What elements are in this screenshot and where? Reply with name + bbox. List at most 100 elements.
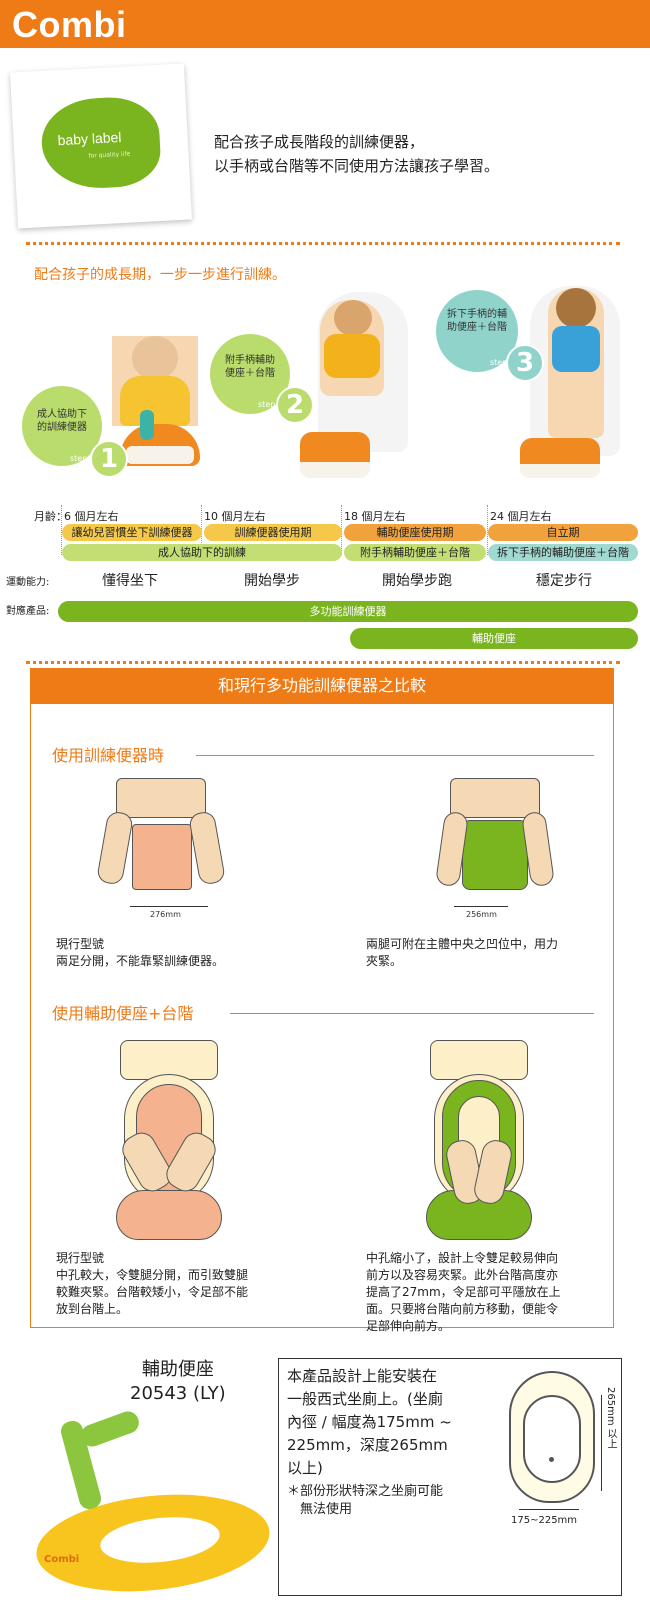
age-18-months: 18 個月左右 bbox=[344, 510, 406, 523]
step-stool-image-2 bbox=[300, 432, 370, 478]
sec1-left-line: 現行型號 bbox=[56, 937, 105, 951]
step-3-word: step bbox=[490, 358, 508, 367]
sec2-left-text: 現行型號 中孔較大，令雙腿分開，而引致雙腿 較難夾緊。台階較矮小，令足部不能 放… bbox=[56, 1250, 248, 1318]
child-illustration-1 bbox=[112, 336, 198, 426]
sec2-right-line: 提高了27mm，令足部可平隱放在上 bbox=[366, 1285, 561, 1299]
age-24-months: 24 個月左右 bbox=[490, 510, 552, 523]
new-potty-illustration bbox=[434, 778, 556, 890]
step-3-label: 拆下手柄的輔助便座＋台階 bbox=[447, 309, 507, 333]
training-bar-without-handle: 拆下手柄的輔助便座＋台階 bbox=[488, 544, 638, 561]
section-rule bbox=[230, 1013, 594, 1014]
child-illustration-2 bbox=[320, 300, 384, 396]
training-bar-with-handle: 附手柄輔助便座＋台階 bbox=[344, 544, 486, 561]
sec2-left-line: 現行型號 bbox=[56, 1251, 105, 1265]
diagram-dot bbox=[549, 1457, 554, 1462]
sec2-left-line: 放到台階上。 bbox=[56, 1302, 129, 1316]
dimension-line bbox=[130, 906, 208, 907]
product-brand-mark: Combi bbox=[44, 1554, 80, 1565]
dotted-divider bbox=[26, 242, 620, 245]
combi-logo[interactable]: Combi bbox=[12, 4, 127, 45]
comparison-title: 和現行多功能訓練便器之比較 bbox=[30, 668, 614, 704]
dimension-line bbox=[454, 906, 508, 907]
baby-label-card: baby label for quality life bbox=[10, 63, 192, 229]
section-title-potty: 使用訓練便器時 bbox=[52, 746, 165, 765]
depth-label: 265mm 以上 bbox=[605, 1387, 616, 1449]
training-potty-image bbox=[120, 410, 200, 466]
sec2-right-line: 面。只要將台階向前方移動，便能令 bbox=[366, 1302, 559, 1316]
step-2-label: 附手柄輔助便座＋台階 bbox=[225, 355, 275, 379]
intro-text: 配合孩子成長階段的訓練便器， 以手柄或台階等不同使用方法讓孩子學習。 bbox=[214, 130, 499, 178]
current-potty-illustration bbox=[95, 778, 227, 890]
sec2-right-line: 前方以及容易夾緊。此外台階高度亦 bbox=[366, 1268, 559, 1282]
compatibility-box: 本產品設計上能安裝在 一般西式坐廁上。(坐廁 內徑 / 幅度為175mm ~ 2… bbox=[278, 1358, 622, 1596]
sec1-right-text: 兩腿可附在主體中央之凹位中，用力 夾緊。 bbox=[366, 936, 558, 970]
timeline-tick bbox=[487, 505, 488, 555]
product-name: 輔助便座 bbox=[141, 1359, 214, 1380]
dimension-256: 256mm bbox=[466, 910, 497, 919]
sec2-left-line: 較難夾緊。台階較矮小，令足部不能 bbox=[56, 1285, 249, 1299]
note-line: 無法使用 bbox=[287, 1502, 353, 1517]
baby-label-logo: baby label for quality life bbox=[39, 94, 163, 192]
width-line bbox=[519, 1509, 579, 1510]
age-10-months: 10 個月左右 bbox=[204, 510, 266, 523]
step-stool-image-3 bbox=[520, 438, 600, 478]
sec2-right-text: 中孔縮小了，設計上令雙足較易伸向 前方以及容易夾緊。此外台階高度亦 提高了27m… bbox=[366, 1250, 561, 1335]
new-seat-illustration bbox=[424, 1040, 534, 1240]
sec1-right-line: 夾緊。 bbox=[366, 954, 403, 968]
compatibility-text: 本產品設計上能安裝在 一般西式坐廁上。(坐廁 內徑 / 幅度為175mm ~ 2… bbox=[287, 1365, 487, 1480]
sec1-left-text: 現行型號 兩足分開，不能靠緊訓練便器。 bbox=[56, 936, 224, 970]
step-1-word: step bbox=[70, 454, 88, 463]
width-label: 175~225mm bbox=[511, 1515, 578, 1526]
sec2-left-line: 中孔較大，令雙腿分開，而引致雙腿 bbox=[56, 1268, 249, 1282]
motor-title: 運動能力: bbox=[6, 577, 50, 588]
step-3-number: 3 bbox=[506, 344, 544, 382]
note-line: ＊部份形狀特深之坐廁可能 bbox=[287, 1484, 444, 1499]
period-bar-habituate: 讓幼兒習慣坐下訓練便器 bbox=[62, 524, 202, 541]
sec1-left-line: 兩足分開，不能靠緊訓練便器。 bbox=[56, 954, 225, 968]
section-title-seat: 使用輔助便座+台階 bbox=[52, 1004, 194, 1023]
compat-line: 內徑 / 幅度為175mm ~ bbox=[287, 1413, 452, 1431]
dimension-276: 276mm bbox=[150, 910, 181, 919]
step-1-bubble: 成人協助下的訓練便器 bbox=[22, 386, 102, 466]
dotted-divider bbox=[26, 661, 620, 664]
header-bar: Combi bbox=[0, 0, 650, 48]
motor-steady: 穩定步行 bbox=[536, 573, 592, 589]
product-bar-potty: 多功能訓練便器 bbox=[58, 601, 638, 622]
compat-line: 以上) bbox=[287, 1459, 323, 1477]
sec2-right-line: 足部伸向前方。 bbox=[366, 1319, 451, 1333]
step-3-bubble: 拆下手柄的輔助便座＋台階 bbox=[436, 290, 518, 372]
product-bar-seat: 輔助便座 bbox=[350, 628, 638, 649]
section-rule bbox=[196, 755, 594, 756]
step-2-number: 2 bbox=[276, 386, 314, 424]
baby-label-tagline: for quality life bbox=[88, 150, 131, 160]
timeline-tick bbox=[61, 505, 62, 555]
compatibility-note: ＊部份形狀特深之坐廁可能 無法使用 bbox=[287, 1483, 487, 1519]
assist-seat-product-image: Combi bbox=[30, 1408, 276, 1602]
compat-line: 本產品設計上能安裝在 bbox=[287, 1367, 438, 1385]
growth-subtitle: 配合孩子的成長期，一步一步進行訓練。 bbox=[34, 267, 286, 283]
motor-running: 開始學步跑 bbox=[382, 573, 452, 589]
baby-label-title: baby label bbox=[57, 128, 122, 149]
depth-line bbox=[601, 1395, 602, 1491]
current-seat-illustration bbox=[114, 1040, 224, 1240]
period-bar-potty-use: 訓練便器使用期 bbox=[204, 524, 342, 541]
training-bar-assisted: 成人協助下的訓練 bbox=[62, 544, 342, 561]
compat-line: 一般西式坐廁上。(坐廁 bbox=[287, 1390, 443, 1408]
step-1-label: 成人協助下的訓練便器 bbox=[37, 409, 87, 433]
motor-walking: 開始學步 bbox=[244, 573, 300, 589]
product-title: 對應產品: bbox=[6, 606, 50, 617]
product-name-block: 輔助便座 20543 (LY) bbox=[130, 1358, 226, 1406]
child-illustration-3 bbox=[548, 288, 604, 438]
age-title: 月齡： bbox=[34, 510, 67, 523]
period-bar-independent: 自立期 bbox=[488, 524, 638, 541]
sec2-right-line: 中孔縮小了，設計上令雙足較易伸向 bbox=[366, 1251, 559, 1265]
step-1-number: 1 bbox=[90, 440, 128, 478]
compat-line: 225mm，深度265mm bbox=[287, 1436, 448, 1454]
intro-line-1: 配合孩子成長階段的訓練便器， bbox=[214, 133, 425, 151]
sec1-right-line: 兩腿可附在主體中央之凹位中，用力 bbox=[366, 937, 559, 951]
motor-sitting: 懂得坐下 bbox=[102, 573, 158, 589]
intro-line-2: 以手柄或台階等不同使用方法讓孩子學習。 bbox=[214, 157, 500, 175]
product-code: 20543 (LY) bbox=[130, 1383, 226, 1404]
toilet-opening-diagram bbox=[523, 1395, 581, 1483]
age-6-months: 6 個月左右 bbox=[64, 510, 119, 523]
